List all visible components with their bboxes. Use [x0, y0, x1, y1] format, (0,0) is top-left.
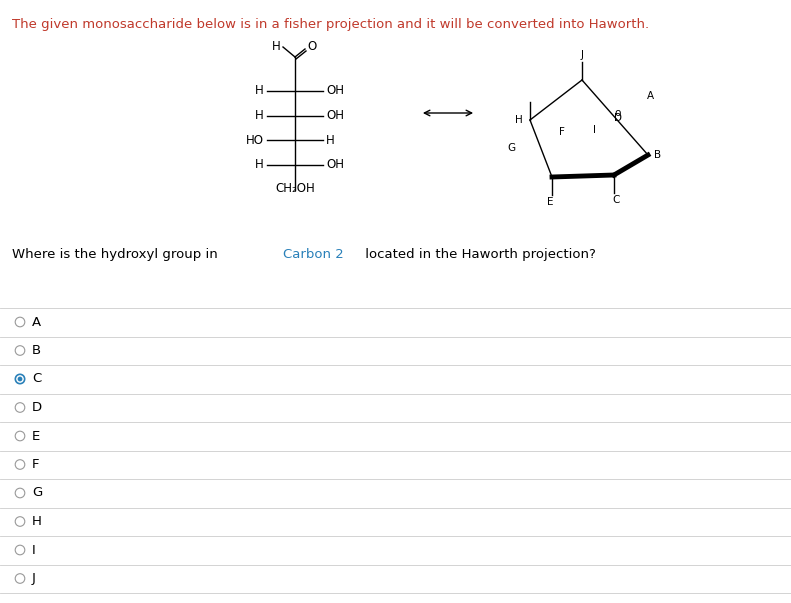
Text: I: I	[32, 543, 36, 557]
Text: H: H	[32, 515, 42, 528]
Text: B: B	[32, 344, 41, 357]
Text: The given monosaccharide below is in a fisher projection and it will be converte: The given monosaccharide below is in a f…	[12, 18, 649, 31]
Circle shape	[18, 377, 21, 380]
Text: C: C	[32, 373, 41, 385]
Text: Carbon 2: Carbon 2	[283, 248, 344, 261]
Text: H: H	[326, 133, 335, 147]
Text: D: D	[32, 401, 42, 414]
Text: O: O	[307, 40, 316, 54]
Text: F: F	[559, 127, 565, 137]
Text: Where is the hydroxyl group in: Where is the hydroxyl group in	[12, 248, 222, 261]
Text: J: J	[581, 50, 584, 60]
Text: OH: OH	[326, 84, 344, 98]
Text: H: H	[255, 158, 264, 171]
Circle shape	[17, 376, 23, 382]
Text: o: o	[615, 107, 621, 118]
Text: H: H	[272, 40, 281, 52]
Text: A: A	[647, 91, 654, 101]
Text: J: J	[32, 572, 36, 585]
Text: B: B	[654, 150, 661, 160]
Text: located in the Haworth projection?: located in the Haworth projection?	[361, 248, 596, 261]
Text: E: E	[32, 429, 40, 443]
Text: C: C	[612, 195, 619, 205]
Text: OH: OH	[326, 158, 344, 171]
Circle shape	[15, 374, 25, 384]
Text: OH: OH	[326, 109, 344, 122]
Text: G: G	[32, 487, 42, 499]
Text: H: H	[255, 84, 264, 98]
Text: G: G	[507, 143, 515, 153]
Text: H: H	[255, 109, 264, 122]
Text: CH₂OH: CH₂OH	[275, 183, 315, 195]
Text: H: H	[515, 115, 523, 125]
Text: HO: HO	[246, 133, 264, 147]
Text: E: E	[547, 197, 553, 207]
Text: F: F	[32, 458, 40, 471]
Text: I: I	[592, 125, 596, 135]
Text: A: A	[32, 315, 41, 329]
Text: D: D	[614, 113, 622, 123]
